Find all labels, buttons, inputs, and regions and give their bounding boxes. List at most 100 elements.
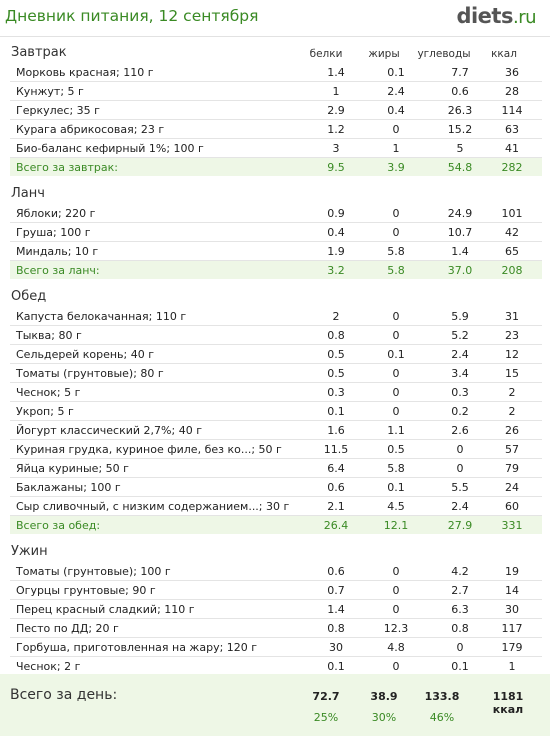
page-header: Дневник питания, 12 сентября diets.ru (0, 0, 550, 38)
food-kcal: 15 (505, 367, 519, 380)
food-kcal: 63 (505, 123, 519, 136)
day-fat-percent: 30% (371, 711, 397, 724)
food-row[interactable]: Яйца куриные; 50 г 6.4 5.8 0 79 (10, 459, 542, 478)
food-row[interactable]: Яблоки; 220 г 0.9 0 24.9 101 (10, 204, 542, 223)
food-row[interactable]: Огурцы грунтовые; 90 г 0.7 0 2.7 14 (10, 581, 542, 600)
food-protein: 2.1 (327, 500, 345, 513)
day-protein-percent: 25% (313, 711, 339, 724)
food-name[interactable]: Горбуша, приготовленная на жару; 120 г (16, 641, 258, 654)
site-logo[interactable]: diets.ru (456, 4, 536, 28)
food-fat: 0 (392, 329, 400, 342)
food-fat: 0 (392, 660, 400, 673)
food-row[interactable]: Морковь красная; 110 г 1.4 0.1 7.7 36 (10, 63, 542, 82)
food-name[interactable]: Капуста белокачанная; 110 г (16, 310, 187, 323)
food-row[interactable]: Укроп; 5 г 0.1 0 0.2 2 (10, 402, 542, 421)
meal-header: Ужин (0, 543, 550, 562)
food-row[interactable]: Сельдерей корень; 40 г 0.5 0.1 2.4 12 (10, 345, 542, 364)
food-name[interactable]: Томаты (грунтовые); 80 г (16, 367, 164, 380)
food-fat: 0 (392, 386, 400, 399)
food-name[interactable]: Геркулес; 35 г (16, 104, 100, 117)
food-row[interactable]: Сыр сливочный, с низким содержанием...; … (10, 497, 542, 516)
day-total-protein: 72.7 (312, 690, 340, 703)
food-fat: 0 (392, 565, 400, 578)
food-name[interactable]: Куриная грудка, куриное филе, без ко...;… (16, 443, 282, 456)
meal-total-carbs: 37.0 (447, 264, 473, 277)
food-kcal: 114 (501, 104, 523, 117)
food-name[interactable]: Перец красный сладкий; 110 г (16, 603, 195, 616)
food-protein: 0.7 (327, 584, 345, 597)
food-name[interactable]: Томаты (грунтовые); 100 г (16, 565, 171, 578)
food-name[interactable]: Курага абрикосовая; 23 г (16, 123, 165, 136)
column-header-protein: белки (309, 48, 343, 60)
food-carbs: 7.7 (451, 66, 469, 79)
food-row[interactable]: Чеснок; 5 г 0.3 0 0.3 2 (10, 383, 542, 402)
food-row[interactable]: Баклажаны; 100 г 0.6 0.1 5.5 24 (10, 478, 542, 497)
page-title: Дневник питания, 12 сентября (5, 7, 259, 25)
food-row[interactable]: Томаты (грунтовые); 100 г 0.6 0 4.2 19 (10, 562, 542, 581)
food-row[interactable]: Томаты (грунтовые); 80 г 0.5 0 3.4 15 (10, 364, 542, 383)
food-name[interactable]: Огурцы грунтовые; 90 г (16, 584, 156, 597)
food-name[interactable]: Баклажаны; 100 г (16, 481, 121, 494)
meal-name: Ужин (11, 544, 48, 559)
food-protein: 1.4 (327, 603, 345, 616)
food-row[interactable]: Груша; 100 г 0.4 0 10.7 42 (10, 223, 542, 242)
food-row[interactable]: Курага абрикосовая; 23 г 1.2 0 15.2 63 (10, 120, 542, 139)
food-row[interactable]: Куриная грудка, куриное филе, без ко...;… (10, 440, 542, 459)
food-row[interactable]: Йогурт классический 2,7%; 40 г 1.6 1.1 2.6 2… (10, 421, 542, 440)
food-name[interactable]: Укроп; 5 г (16, 405, 74, 418)
food-carbs: 5.2 (451, 329, 469, 342)
food-kcal: 117 (501, 622, 523, 635)
food-row[interactable]: Песто по ДД; 20 г 0.8 12.3 0.8 117 (10, 619, 542, 638)
food-carbs: 0.3 (451, 386, 469, 399)
food-kcal: 1 (508, 660, 516, 673)
food-row[interactable]: Кунжут; 5 г 1 2.4 0.6 28 (10, 82, 542, 101)
food-carbs: 5 (456, 142, 464, 155)
food-fat: 1 (392, 142, 400, 155)
food-kcal: 23 (505, 329, 519, 342)
food-carbs: 0.1 (451, 660, 469, 673)
food-name[interactable]: Чеснок; 2 г (16, 660, 81, 673)
food-row[interactable]: Геркулес; 35 г 2.9 0.4 26.3 114 (10, 101, 542, 120)
food-carbs: 0.8 (451, 622, 469, 635)
food-fat: 0.1 (387, 348, 405, 361)
food-row[interactable]: Тыква; 80 г 0.8 0 5.2 23 (10, 326, 542, 345)
food-protein: 11.5 (323, 443, 349, 456)
food-protein: 1 (332, 85, 340, 98)
food-name[interactable]: Яйца куриные; 50 г (16, 462, 129, 475)
food-name[interactable]: Сельдерей корень; 40 г (16, 348, 155, 361)
food-name[interactable]: Чеснок; 5 г (16, 386, 81, 399)
food-kcal: 79 (505, 462, 519, 475)
day-total: Всего за день: 72.7 38.9 133.8 1181 ккал… (0, 674, 550, 736)
food-name[interactable]: Миндаль; 10 г (16, 245, 99, 258)
food-row[interactable]: Перец красный сладкий; 110 г 1.4 0 6.3 30 (10, 600, 542, 619)
food-name[interactable]: Кунжут; 5 г (16, 85, 84, 98)
food-row[interactable]: Горбуша, приготовленная на жару; 120 г 30… (10, 638, 542, 657)
food-name[interactable]: Груша; 100 г (16, 226, 91, 239)
meal-total-carbs: 54.8 (447, 161, 473, 174)
meal-total-row: Всего за ланч: 3.2 5.8 37.0 208 (10, 261, 542, 279)
food-kcal: 30 (505, 603, 519, 616)
food-protein: 1.9 (327, 245, 345, 258)
food-protein: 1.2 (327, 123, 345, 136)
food-name[interactable]: Био-баланс кефирный 1%; 100 г (16, 142, 204, 155)
logo-suffix: .ru (512, 7, 537, 28)
food-row[interactable]: Миндаль; 10 г 1.9 5.8 1.4 65 (10, 242, 542, 261)
food-name[interactable]: Песто по ДД; 20 г (16, 622, 119, 635)
meal-name: Завтрак (11, 45, 67, 60)
food-protein: 0.4 (327, 226, 345, 239)
meal-total-row: Всего за обед: 26.4 12.1 27.9 331 (10, 516, 542, 534)
food-name[interactable]: Йогурт классический 2,7%; 40 г (16, 424, 202, 437)
food-row[interactable]: Капуста белокачанная; 110 г 2 0 5.9 31 (10, 307, 542, 326)
food-fat: 1.1 (387, 424, 405, 437)
meal-section: Обед Капуста белокачанная; 110 г 2 0 5.9 31 Ты… (0, 288, 550, 534)
food-name[interactable]: Яблоки; 220 г (16, 207, 96, 220)
food-name[interactable]: Морковь красная; 110 г (16, 66, 154, 79)
logo-main: diets (456, 4, 513, 28)
food-name[interactable]: Сыр сливочный, с низким содержанием...; … (16, 500, 290, 513)
food-kcal: 57 (505, 443, 519, 456)
food-row[interactable]: Био-баланс кефирный 1%; 100 г 3 1 5 41 (10, 139, 542, 158)
meal-total-protein: 3.2 (327, 264, 345, 277)
food-name[interactable]: Тыква; 80 г (16, 329, 82, 342)
food-kcal: 28 (505, 85, 519, 98)
food-protein: 3 (332, 142, 340, 155)
